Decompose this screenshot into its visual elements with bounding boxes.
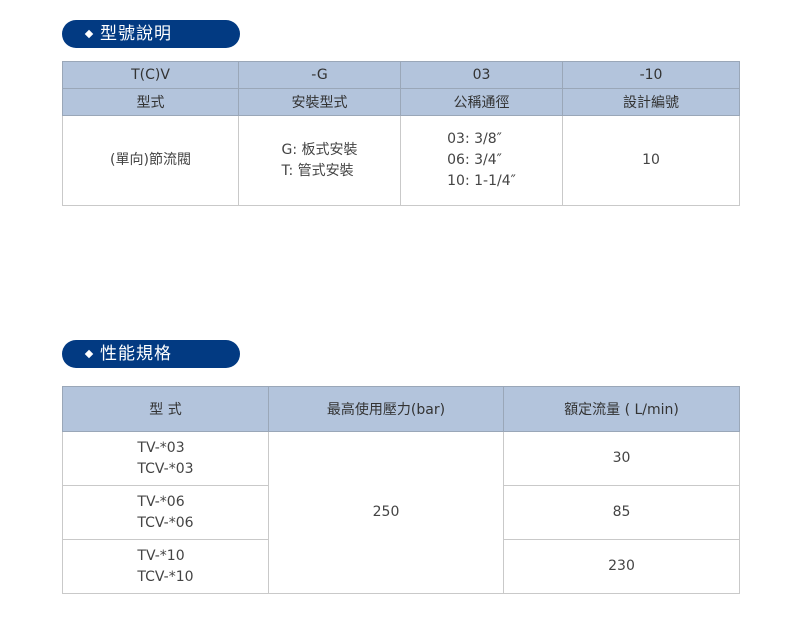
header-pressure: 最高使用壓力(bar) [268, 386, 504, 432]
design-value: 10 [562, 115, 740, 206]
header-row: 型 式 最高使用壓力(bar) 額定流量 ( L/min) [62, 386, 740, 432]
table-row: TV-*10 TCV-*10 230 [62, 539, 740, 594]
model-code-table: T(C)V -G 03 -10 型式 安裝型式 公稱通徑 設計編號 (單向)節流… [62, 61, 740, 206]
size-value: 03: 3/8″ 06: 3/4″ 10: 1-1/4″ [400, 115, 563, 206]
size-option: 06: 3/4″ [447, 152, 502, 168]
model: TCV-*06 [137, 514, 194, 531]
section-title-model: 型號說明 [62, 20, 240, 48]
section-title-performance: 性能規格 [62, 340, 240, 368]
table-row: TV-*03 TCV-*03 250 30 [62, 431, 740, 594]
mounting-value: G: 板式安裝 T: 管式安裝 [238, 115, 401, 206]
flow-cell: 30 [503, 431, 740, 486]
label-cell: 型式 [62, 88, 239, 116]
diamond-icon [84, 29, 94, 39]
label-cell: 公稱通徑 [400, 88, 563, 116]
code-cell: T(C)V [62, 61, 239, 89]
performance-table: 型 式 最高使用壓力(bar) 額定流量 ( L/min) TV-*03 TCV-… [62, 386, 740, 594]
model: TV-*03 [137, 439, 185, 456]
type-value: (單向)節流閥 [62, 115, 239, 206]
code-row: T(C)V -G 03 -10 [62, 61, 740, 89]
model-cell: TV-*10 TCV-*10 [62, 539, 269, 594]
mounting-option: G: 板式安裝 [281, 141, 358, 158]
label-cell: 設計編號 [562, 88, 740, 116]
size-option: 03: 3/8″ [447, 131, 502, 147]
diamond-icon [84, 349, 94, 359]
code-cell: -G [238, 61, 401, 89]
model: TV-*10 [137, 547, 185, 564]
code-cell: 03 [400, 61, 563, 89]
mounting-option: T: 管式安裝 [281, 162, 354, 179]
model: TCV-*03 [137, 460, 194, 477]
size-option: 10: 1-1/4″ [447, 173, 516, 189]
code-cell: -10 [562, 61, 740, 89]
model-cell: TV-*03 TCV-*03 [62, 431, 269, 486]
table-row: TV-*06 TCV-*06 85 [62, 485, 740, 540]
header-type: 型 式 [62, 386, 269, 432]
label-row: 型式 安裝型式 公稱通徑 設計編號 [62, 88, 740, 116]
flow-cell: 85 [503, 485, 740, 540]
value-row: (單向)節流閥 G: 板式安裝 T: 管式安裝 03: 3/8″ 06: 3/4″ 1… [62, 115, 740, 206]
header-flow: 額定流量 ( L/min) [503, 386, 740, 432]
pressure-cell: 250 [268, 431, 504, 594]
model: TV-*06 [137, 493, 185, 510]
flow-cell: 230 [503, 539, 740, 594]
label-cell: 安裝型式 [238, 88, 401, 116]
model-cell: TV-*06 TCV-*06 [62, 485, 269, 540]
model: TCV-*10 [137, 568, 194, 585]
